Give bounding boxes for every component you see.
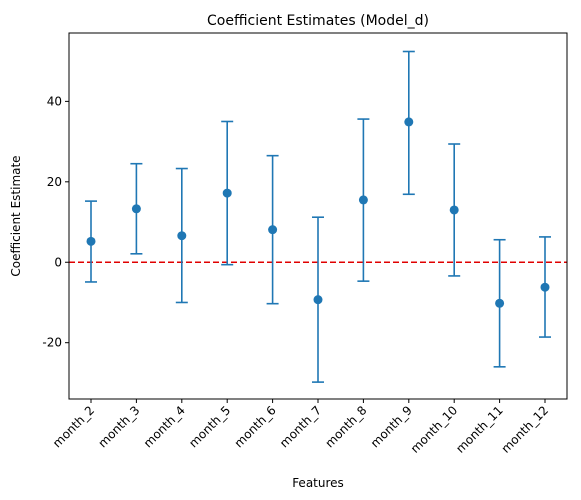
estimate-point-month_3 [131,204,141,214]
x-axis-label: Features [292,476,344,490]
x-tick-label: month_9 [368,403,415,450]
y-tick-label: 20 [47,175,62,189]
x-tick-label: month_4 [141,403,188,450]
x-tick-label: month_3 [95,403,142,450]
x-tick-label: month_7 [277,403,324,450]
y-tick-label: 0 [54,255,62,269]
estimate-point-month_11 [495,298,505,308]
x-tick-label: month_2 [50,403,97,450]
estimate-point-month_5 [222,188,232,198]
y-tick-label: -20 [42,336,62,350]
estimate-point-month_10 [449,205,459,215]
estimate-point-month_7 [313,295,323,305]
y-axis-label: Coefficient Estimate [9,155,23,276]
x-tick-label: month_5 [186,403,233,450]
x-tick-label: month_12 [499,403,551,455]
estimate-point-month_9 [404,117,414,127]
x-tick-label: month_6 [232,403,279,450]
x-tick-label: month_8 [322,403,369,450]
chart-title: Coefficient Estimates (Model_d) [207,13,429,29]
estimate-point-month_12 [540,282,550,292]
estimate-point-month_6 [268,225,278,235]
estimate-point-month_2 [86,236,96,246]
x-tick-label: month_10 [408,403,460,455]
estimate-point-month_4 [177,231,187,241]
estimate-point-month_8 [358,195,368,205]
y-tick-label: 40 [47,94,62,108]
x-tick-label: month_11 [453,403,505,455]
